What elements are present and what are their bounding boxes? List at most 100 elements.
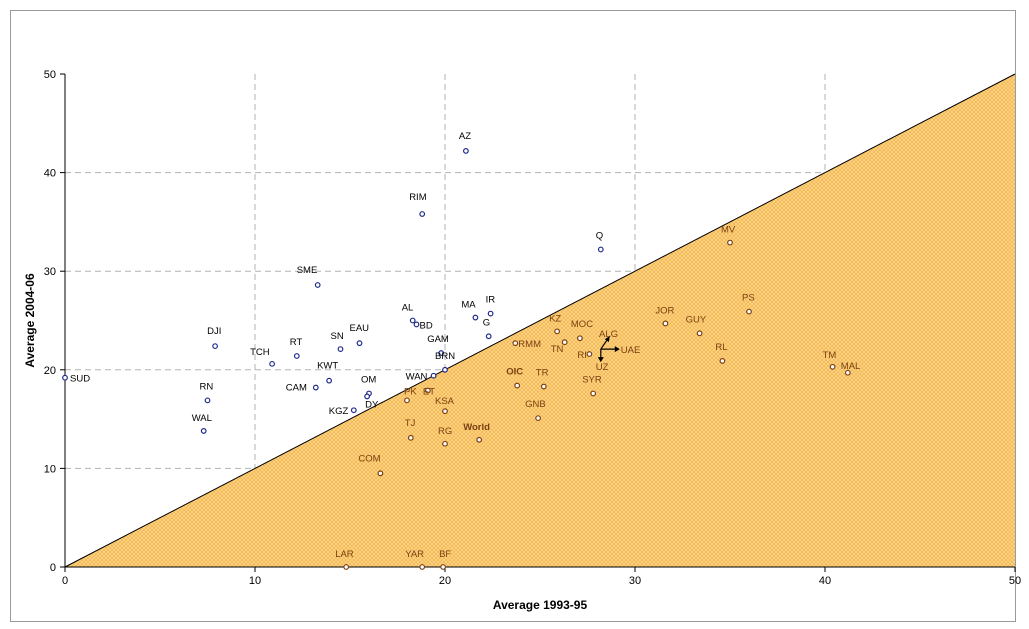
label-tch: TCH [250,347,270,358]
point-bd [413,321,420,328]
arrowhead-alg [604,336,610,343]
arrowhead-uae [614,346,620,353]
point-labels: SUD DJI RN WAL TCH RT CAM KWT SN EAU SME KGZ OM DY AL B… [70,131,860,560]
label-az: AZ [459,131,471,142]
label-tn: TN [551,344,564,355]
label-rim: RIM [409,192,427,203]
label-lar: LAR [335,549,354,560]
point-dji [212,343,219,350]
label-cam: CAM [286,383,307,394]
label-uz: UZ [596,362,609,373]
point-cam [312,384,319,391]
x-tick-label: 10 [249,575,261,587]
point-tn [561,339,568,346]
x-tick-label: 30 [629,575,641,587]
label-sud: SUD [70,374,90,385]
point-ri [586,351,593,357]
label-et: ET [423,387,435,398]
x-tick-label: 40 [819,575,831,587]
point-kz [554,328,560,335]
label-uae: UAE [621,345,641,356]
y-tick-label: 20 [44,365,56,377]
point-az [463,148,469,154]
point-tj [407,434,414,441]
point-ma [472,314,479,321]
label-bf: BF [439,549,451,560]
label-kwt: KWT [317,361,338,372]
point-ksa [442,408,448,415]
label-yar: YAR [405,549,424,560]
point-rmm [512,340,519,347]
point-oic [514,382,521,389]
arrowhead-uz [597,357,604,363]
label-ma: MA [461,300,476,311]
point-wal [200,428,207,434]
label-kgz: KGZ [329,406,349,417]
label-mv: MV [721,225,736,236]
point-com [377,470,384,477]
label-wan: WAN [406,372,428,383]
point-mv [727,239,733,246]
label-pk: PK [404,386,417,397]
label-tr: TR [536,368,549,379]
x-tick-label: 20 [439,575,451,587]
x-axis-title: Average 1993-95 [493,598,588,612]
label-ir: IR [486,295,496,306]
point-q [597,246,604,253]
label-tj: TJ [405,418,416,429]
label-brn: BRN [435,351,455,362]
label-om: OM [361,374,376,385]
label-kz: KZ [549,313,561,324]
point-guy [696,330,703,337]
data-points [62,148,851,570]
tick-labels: 0 10 20 30 40 50 0 10 20 30 40 50 [44,69,1021,587]
point-ir [487,310,494,317]
label-rmm: RMM [518,339,541,350]
label-world: World [463,422,490,433]
y-tick-label: 30 [44,266,56,278]
label-mal: MAL [841,361,861,372]
label-dji: DJI [207,326,221,337]
label-alg: ALG [599,329,618,340]
y-tick-label: 40 [44,168,56,180]
point-al [409,317,416,324]
point-lar [343,564,350,570]
point-sud [62,374,68,381]
point-sn [337,346,344,352]
y-tick-label: 10 [44,463,56,475]
point-yar [419,564,426,570]
point-et [425,387,431,394]
point-gam [438,350,445,356]
point-syr [590,390,597,397]
label-q: Q [596,231,603,242]
point-pk [404,397,410,404]
point-ps [746,308,752,315]
point-rn [204,397,211,404]
label-wal: WAL [192,413,212,424]
label-moc: MOC [571,319,593,330]
label-bd: BD [420,320,433,331]
x-tick-label: 0 [62,575,68,587]
label-com: COM [358,453,380,464]
arrow-markers [597,335,620,363]
point-gnb [535,415,541,422]
point-sme [314,282,321,288]
point-bf [440,564,447,570]
point-tr [540,383,547,390]
label-eau: EAU [350,323,370,334]
point-kwt [326,377,333,384]
point-tch [269,360,276,367]
point-moc [577,335,583,342]
point-rl [719,358,726,364]
y-axis-title: Average 2004-06 [23,273,37,368]
label-ksa: KSA [435,396,455,407]
label-oic: OIC [506,367,523,378]
point-tm [829,363,836,370]
point-kgz [350,407,357,414]
point-g [485,333,492,340]
y-tick-label: 50 [44,69,56,81]
label-rl: RL [715,342,727,353]
label-guy: GUY [686,314,707,325]
point-dy [364,393,371,400]
